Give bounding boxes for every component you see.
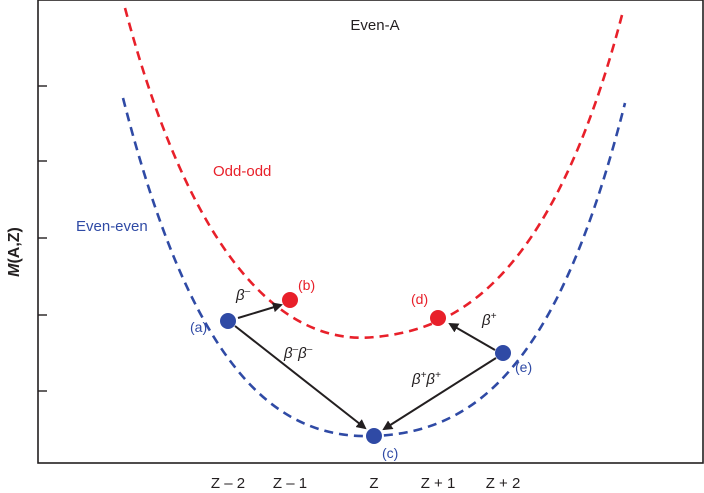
transition-label-e-c: β+β+: [411, 370, 441, 388]
even-even-curve: [121, 97, 627, 438]
point-c: [366, 428, 382, 444]
transition-label-a-c: β–β–: [283, 344, 313, 362]
y-axis-label: M(A,Z): [6, 227, 23, 277]
point-e: [495, 345, 511, 361]
x-tick-label: Z – 1: [273, 475, 307, 492]
x-tick-label: Z + 2: [486, 475, 521, 492]
arrow-e-to-c: [382, 357, 497, 431]
point-label-c: (c): [382, 445, 398, 461]
point-label-a: (a): [190, 319, 207, 335]
point-label-d: (d): [411, 291, 428, 307]
arrow-a-to-c: [234, 325, 367, 430]
x-tick-label: Z: [369, 475, 378, 492]
y-axis-label-rest: (A,Z): [6, 227, 23, 263]
y-axis-ticks: [38, 85, 47, 392]
point-d: [430, 310, 446, 326]
arrow-e-to-d: [448, 322, 496, 351]
odd-odd-curve: [123, 7, 624, 339]
transition-label-a-b: β–: [235, 286, 251, 304]
x-tick-label: Z + 1: [421, 475, 456, 492]
point-label-e: (e): [515, 359, 532, 375]
arrow-a-to-b: [237, 302, 283, 319]
even-even-label: Even-even: [76, 218, 148, 235]
point-a: [220, 313, 236, 329]
transition-label-e-d: β+: [481, 311, 497, 329]
odd-odd-label: Odd-odd: [213, 163, 271, 180]
x-tick-label: Z – 2: [211, 475, 245, 492]
diagram-title: Even-A: [350, 17, 399, 34]
point-b: [282, 292, 298, 308]
x-axis-labels: Z – 2 Z – 1 Z Z + 1 Z + 2: [211, 475, 520, 492]
y-axis-label-italic: M: [6, 263, 23, 277]
point-label-b: (b): [298, 277, 315, 293]
plot-frame: [37, 0, 704, 464]
